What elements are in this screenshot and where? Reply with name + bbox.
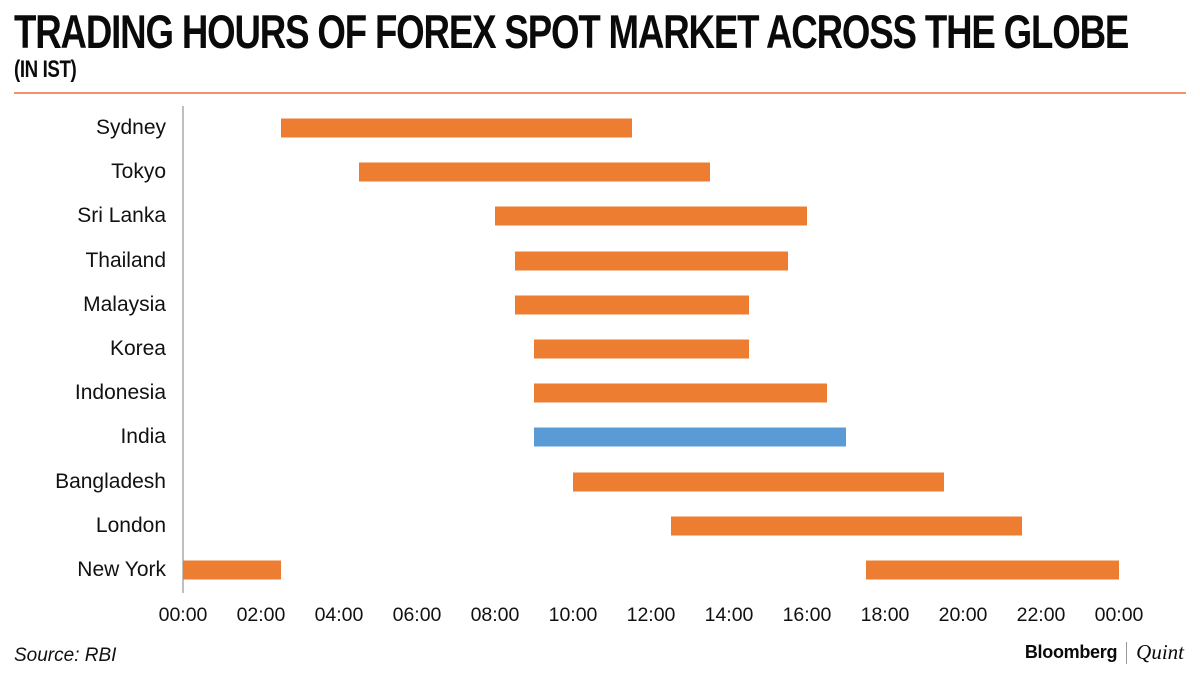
chart-bar (573, 472, 944, 492)
chart-bar (494, 206, 807, 226)
header-rule (14, 92, 1186, 94)
x-tick-label: 22:00 (1016, 604, 1066, 626)
x-tick-label: 12:00 (626, 604, 676, 626)
x-tick-label: 00:00 (1094, 604, 1144, 626)
brand-bloomberg: Bloomberg (1024, 642, 1118, 662)
chart-subtitle: (IN IST) (14, 56, 77, 83)
brand-logo: Bloomberg Quint (1025, 640, 1184, 665)
brand-divider (1126, 641, 1128, 664)
chart-bar (280, 118, 632, 138)
source-note: Source: RBI (14, 645, 117, 666)
plot-area (182, 106, 1119, 593)
x-tick-label: 20:00 (938, 604, 988, 626)
category-label: Sydney (95, 116, 166, 140)
chart-bar (670, 516, 1022, 536)
category-label: New York (77, 557, 166, 581)
y-axis-line (182, 106, 184, 593)
y-axis-labels: Sydney Tokyo Sri Lanka Thailand Malaysia Kore… (0, 106, 166, 592)
category-label: Indonesia (74, 381, 166, 405)
category-label: London (95, 513, 166, 537)
x-tick-label: 10:00 (548, 604, 598, 626)
x-tick-label: 06:00 (392, 604, 442, 626)
category-label: Sri Lanka (77, 204, 166, 228)
chart-bar (183, 560, 281, 580)
x-tick-label: 16:00 (782, 604, 832, 626)
category-label: Thailand (85, 248, 166, 272)
category-label: Bangladesh (55, 469, 166, 493)
x-tick-label: 08:00 (470, 604, 520, 626)
category-label: Korea (109, 337, 166, 360)
chart-bar (534, 427, 846, 447)
x-tick-label: 18:00 (860, 604, 910, 626)
category-label: Malaysia (83, 292, 166, 316)
chart-bar (534, 339, 749, 359)
chart-bar (865, 560, 1119, 580)
brand-quint: Quint (1136, 640, 1184, 664)
chart-bar (534, 383, 827, 403)
category-label: India (120, 425, 166, 449)
category-label: Tokyo (111, 160, 166, 184)
x-tick-label: 14:00 (704, 604, 754, 626)
x-tick-label: 02:00 (236, 604, 286, 626)
chart-bar (358, 162, 710, 182)
chart-bar (514, 251, 788, 271)
x-axis-labels: 00:00 02:00 04:00 06:00 08:00 10:00 12:00 14:00… (159, 604, 1144, 630)
x-tick-label: 00:00 (158, 604, 208, 626)
chart-bar (514, 295, 749, 315)
chart-title: TRADING HOURS OF FOREX SPOT MARKET ACROS… (14, 5, 1129, 58)
x-tick-label: 04:00 (314, 604, 364, 626)
